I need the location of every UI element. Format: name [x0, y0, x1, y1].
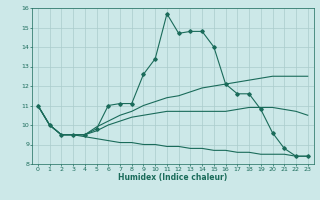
X-axis label: Humidex (Indice chaleur): Humidex (Indice chaleur): [118, 173, 228, 182]
